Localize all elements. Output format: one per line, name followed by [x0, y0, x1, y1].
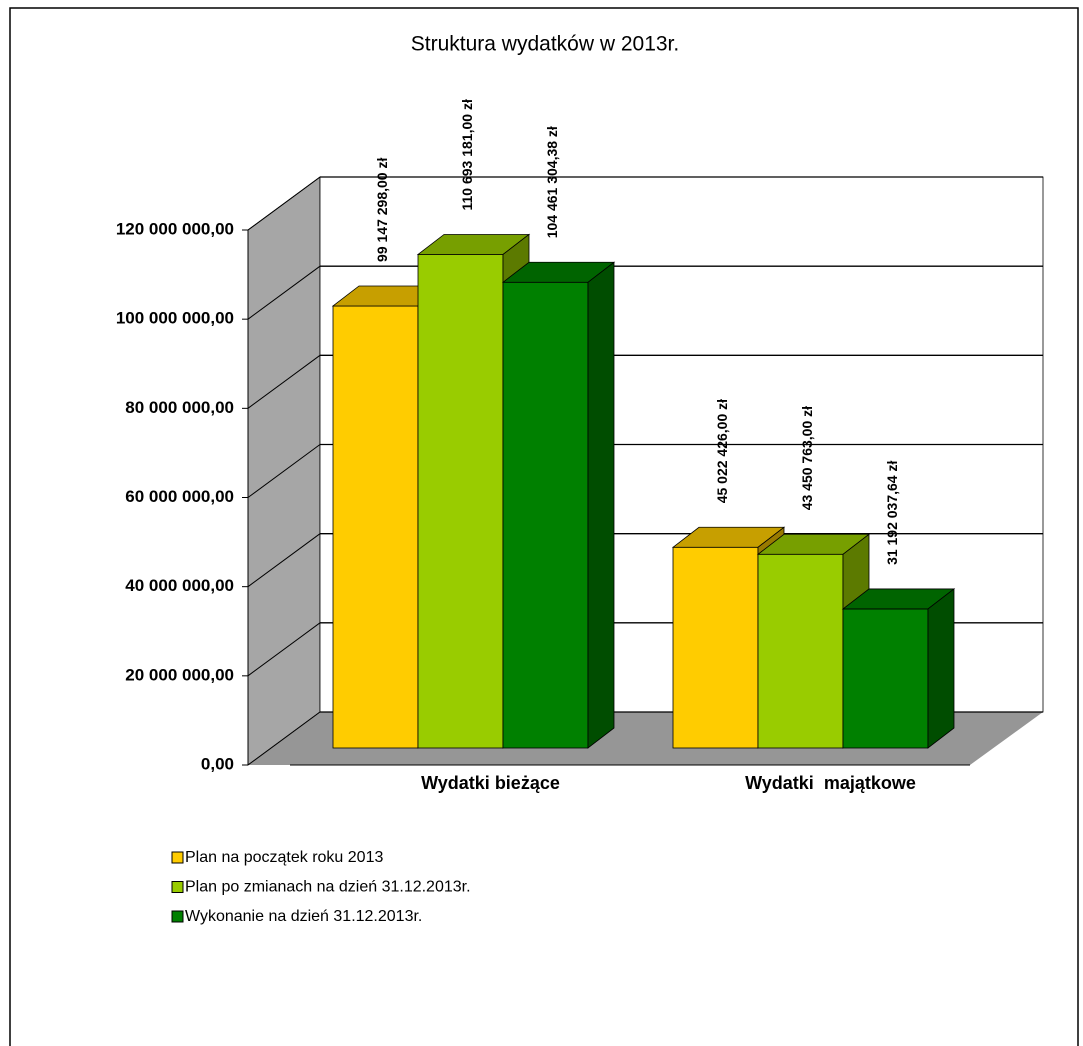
bar-side	[587, 261, 615, 749]
bar-front	[502, 281, 589, 749]
data-label: 45 022 426,00 zł	[714, 399, 730, 503]
y-tick-label: 80 000 000,00	[125, 398, 234, 417]
legend-label: Plan po zmianach na dzień 31.12.2013r.	[185, 879, 471, 896]
y-tick-label: 20 000 000,00	[125, 665, 234, 684]
grid-line	[247, 354, 321, 409]
y-tick-label: 120 000 000,00	[116, 219, 234, 238]
legend-swatch	[171, 910, 184, 923]
data-label: 31 192 037,64 zł	[884, 461, 900, 565]
data-label: 99 147 298,00 zł	[374, 158, 390, 262]
bar-front	[332, 305, 419, 749]
bar-front	[842, 608, 929, 749]
bar-front	[417, 254, 504, 749]
x-tick-label: Wydatki bieżące	[421, 773, 560, 793]
data-label: 110 693 181,00 zł	[459, 99, 475, 210]
data-label: 43 450 763,00 zł	[799, 406, 815, 510]
bar-side	[927, 588, 955, 749]
y-tick-label: 0,00	[201, 754, 234, 773]
legend-label: Plan na początek roku 2013	[185, 849, 383, 866]
grid-line	[247, 711, 321, 766]
y-tick-label: 100 000 000,00	[116, 309, 234, 328]
bar-front	[757, 553, 844, 749]
legend-swatch	[171, 881, 184, 893]
data-label: 104 461 304,38 zł	[544, 126, 560, 238]
chart-title: Struktura wydatków w 2013r.	[411, 33, 679, 56]
x-tick-label: Wydatki majątkowe	[745, 773, 916, 793]
grid-line	[247, 176, 321, 231]
legend-label: Wykonanie na dzień 31.12.2013r.	[185, 908, 422, 925]
grid-line	[247, 533, 321, 588]
legend-swatch	[171, 851, 184, 864]
grid-line	[247, 622, 321, 677]
grid-line	[247, 265, 321, 320]
y-tick-label: 60 000 000,00	[125, 487, 234, 506]
y-tick-label: 40 000 000,00	[125, 576, 234, 595]
grid-line	[247, 444, 321, 498]
bar-front	[672, 546, 759, 749]
